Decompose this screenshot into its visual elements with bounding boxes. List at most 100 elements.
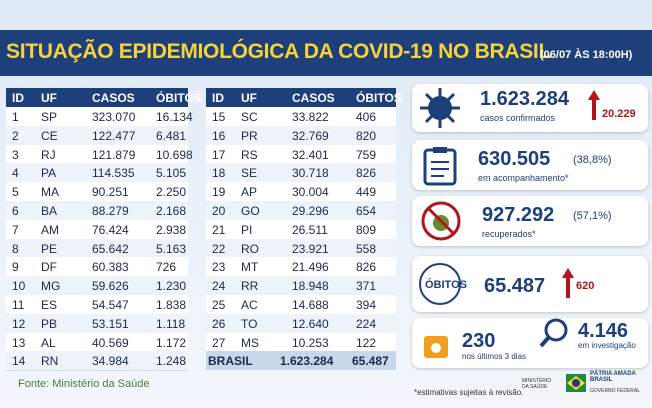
column-header: CASOS [292, 91, 335, 105]
table-cell: 60.383 [92, 260, 129, 275]
confirmed-change: 20.229 [602, 108, 636, 120]
total-cell: 65.487 [352, 354, 389, 369]
table-cell: 14 [12, 354, 26, 369]
table-cell: 121.879 [92, 147, 136, 162]
confirmed-value: 1.623.284 [480, 88, 569, 110]
table-cell: 53.151 [92, 316, 129, 331]
recent-value: 230 [462, 330, 496, 352]
search-icon [539, 318, 568, 348]
clipboard-icon [423, 147, 457, 186]
table-cell: 394 [356, 298, 377, 312]
table-cell: 65.642 [92, 241, 129, 256]
table-cell: 33.822 [292, 110, 329, 124]
table-cell: 32.769 [292, 128, 329, 143]
table-cell: MG [41, 279, 61, 294]
table-cell: 1.172 [156, 335, 187, 350]
table-cell: 22 [212, 241, 226, 256]
table-cell: 371 [356, 279, 377, 294]
table-cell: 2.250 [156, 185, 187, 200]
column-header: ID [12, 91, 24, 105]
table-cell: 21.496 [292, 260, 329, 275]
table-cell: 15 [212, 110, 226, 124]
table-cell: 4 [12, 166, 19, 181]
table-cell: 323.070 [92, 110, 136, 124]
recovered-percent: (57,1%) [573, 210, 612, 222]
table-cell: SC [241, 110, 258, 124]
table-cell: 23.921 [292, 241, 329, 256]
table-cell: TO [241, 316, 258, 331]
table-cell: 26 [212, 316, 226, 331]
recent-label: nos últimos 3 dias [462, 352, 527, 361]
table-cell: 2 [12, 128, 19, 143]
table-cell: 6.481 [156, 128, 187, 143]
table-cell: 1 [12, 110, 19, 124]
table-cell: 10.698 [156, 147, 193, 162]
table-cell: 20 [212, 204, 226, 218]
table-cell: AC [241, 298, 258, 312]
table-cell: 90.251 [92, 185, 129, 200]
table-cell: 5.105 [156, 166, 187, 181]
table-cell: GO [241, 204, 260, 218]
deaths-change: 620 [576, 280, 595, 292]
recovered-icon [421, 201, 461, 241]
recovered-value: 927.292 [482, 204, 555, 226]
table-cell: 1.118 [156, 316, 186, 331]
table-cell: 27 [212, 335, 226, 350]
deaths-title: ÓBITOS [425, 279, 467, 291]
table-cell: 59.626 [92, 279, 129, 294]
column-header: UF [241, 91, 257, 105]
table-cell: 14.688 [292, 298, 329, 312]
note: *estimativas sujeitas à revisão. [414, 388, 524, 397]
confirmed-label: casos confirmados [480, 113, 556, 123]
title: SITUAÇÃO EPIDEMIOLÓGICA DA COVID-19 NO B… [6, 40, 551, 63]
table-cell: 40.569 [92, 335, 129, 350]
table-cell: BA [41, 204, 58, 218]
table-row [6, 351, 188, 372]
column-header: ÓBITOS [356, 91, 402, 105]
table-cell: 406 [356, 110, 377, 124]
table-cell: 76.424 [92, 222, 129, 237]
table-cell: 16.134 [156, 110, 193, 124]
table-cell: 1.248 [156, 354, 187, 369]
up-arrow [562, 268, 574, 298]
table-cell: RN [41, 354, 59, 369]
table-cell: PB [41, 316, 58, 331]
table-cell: 13 [12, 335, 26, 350]
table-cell: AL [41, 335, 56, 350]
table-cell: 1.230 [156, 279, 187, 294]
deaths-icon [419, 263, 461, 305]
table-cell: 5.163 [156, 241, 187, 256]
table-cell: 2.938 [156, 222, 187, 237]
calendar-icon [424, 336, 448, 358]
table-cell: 25 [212, 298, 226, 312]
column-header: CASOS [92, 91, 135, 105]
table-cell: 114.535 [92, 166, 135, 181]
table-cell: ES [41, 298, 58, 312]
monitoring-label: em acompanhamento* [478, 173, 569, 183]
table-cell: 449 [356, 185, 377, 200]
stat-box [412, 318, 648, 368]
table-cell: 30.718 [292, 166, 329, 181]
flag-icon [566, 374, 586, 392]
table-cell: MS [241, 335, 259, 350]
table-cell: PA [41, 166, 57, 181]
table-cell: 826 [356, 260, 377, 275]
table-cell: 18.948 [292, 279, 329, 294]
table-cell: MT [241, 260, 259, 275]
table-cell: AM [41, 222, 59, 237]
table-cell: 826 [356, 166, 377, 181]
table-cell: AP [241, 185, 258, 200]
table-cell: 3 [12, 147, 19, 162]
table-cell: 820 [356, 128, 377, 143]
column-header: UF [41, 91, 57, 105]
table-cell: RJ [41, 147, 56, 162]
table-cell: 23 [212, 260, 226, 275]
table-cell: PR [241, 128, 258, 143]
table-cell: 29.296 [292, 204, 329, 218]
up-arrow [588, 90, 600, 120]
table-cell: RS [241, 147, 258, 162]
investigation-value: 4.146 [578, 320, 629, 342]
table-cell: 2.168 [156, 204, 187, 218]
table-cell: 558 [356, 241, 377, 256]
table-cell: 224 [356, 316, 377, 331]
